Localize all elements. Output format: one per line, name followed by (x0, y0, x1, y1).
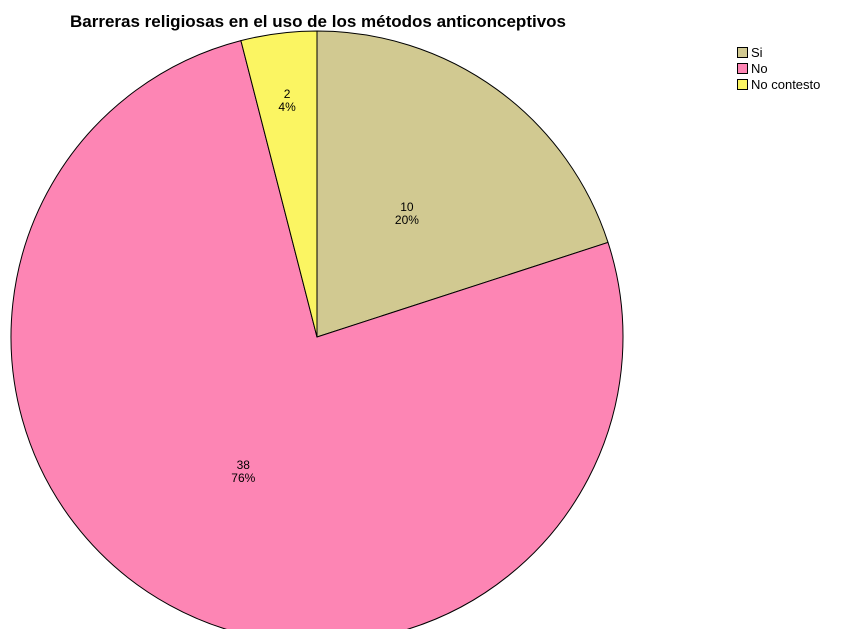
slice-percent-label: 76% (231, 471, 255, 485)
pie-slice-si (316, 30, 609, 338)
slice-percent-label: 4% (278, 100, 296, 114)
slice-value-label: 2 (284, 87, 291, 101)
legend-label: Si (751, 44, 763, 60)
slice-percent-label: 20% (395, 213, 419, 227)
legend-item: No contesto (737, 76, 820, 92)
legend-swatch (737, 78, 748, 90)
legend-label: No (751, 60, 768, 76)
pie-slice-no-contesto (240, 30, 318, 338)
slice-value-label: 10 (400, 200, 414, 214)
chart-title: Barreras religiosas en el uso de los mét… (70, 12, 566, 31)
legend-label: No contesto (751, 76, 821, 92)
legend-item: Si (737, 44, 820, 60)
slice-value-label: 38 (237, 458, 251, 472)
pie-slice-no (10, 40, 624, 629)
legend-item: No (737, 60, 820, 76)
legend-swatch (737, 46, 748, 58)
legend: Si No No contesto (737, 44, 820, 92)
pie-slices (10, 30, 624, 629)
legend-swatch (737, 62, 748, 74)
